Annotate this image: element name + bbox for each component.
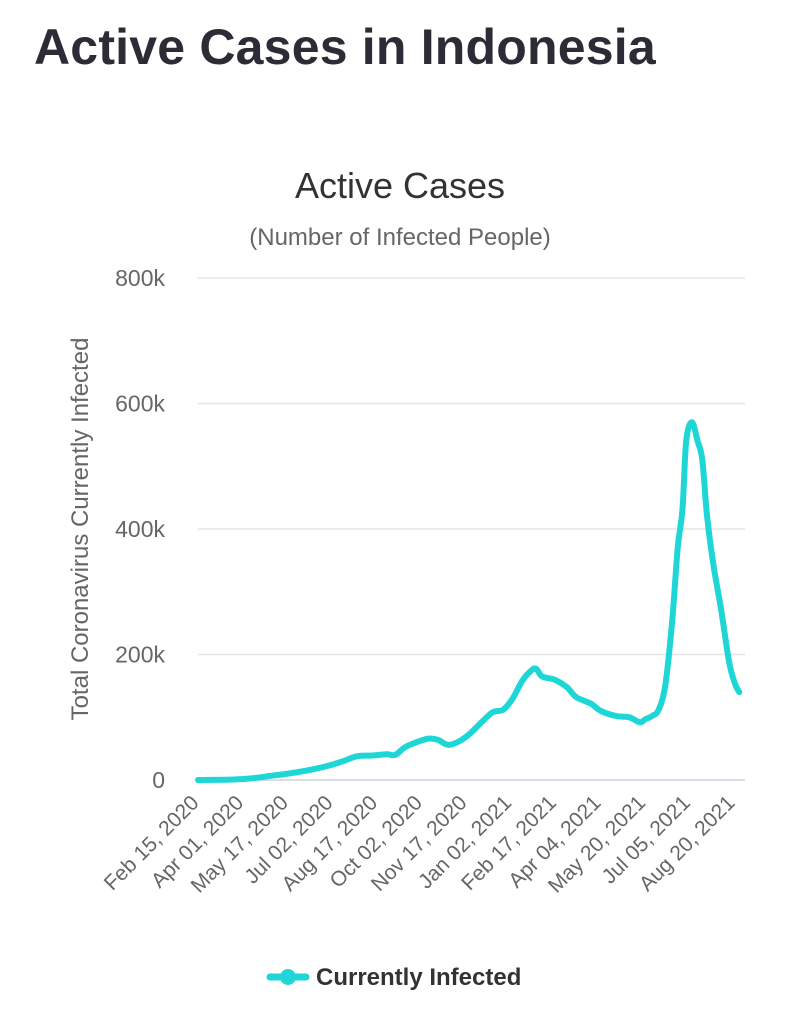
legend[interactable]: Currently Infected <box>266 964 521 991</box>
y-tick-label: 0 <box>152 767 165 793</box>
grid-lines <box>198 277 745 781</box>
series-line-currently-infected <box>195 419 743 783</box>
y-tick-label: 800k <box>115 265 165 291</box>
legend-label-currently-infected[interactable]: Currently Infected <box>316 964 521 991</box>
y-tick-label: 200k <box>115 642 165 668</box>
legend-marker-icon <box>280 969 296 985</box>
series-lines <box>195 419 743 783</box>
page-heading: Active Cases in Indonesia <box>34 19 656 75</box>
chart-subtitle: (Number of Infected People) <box>249 224 551 251</box>
y-tick-label: 400k <box>115 516 165 542</box>
y-axis-ticks: 0 200k 400k 600k 800k <box>115 265 165 793</box>
y-axis-title: Total Coronavirus Currently Infected <box>67 338 94 721</box>
y-tick-label: 600k <box>115 391 165 417</box>
chart-title: Active Cases <box>295 165 505 206</box>
